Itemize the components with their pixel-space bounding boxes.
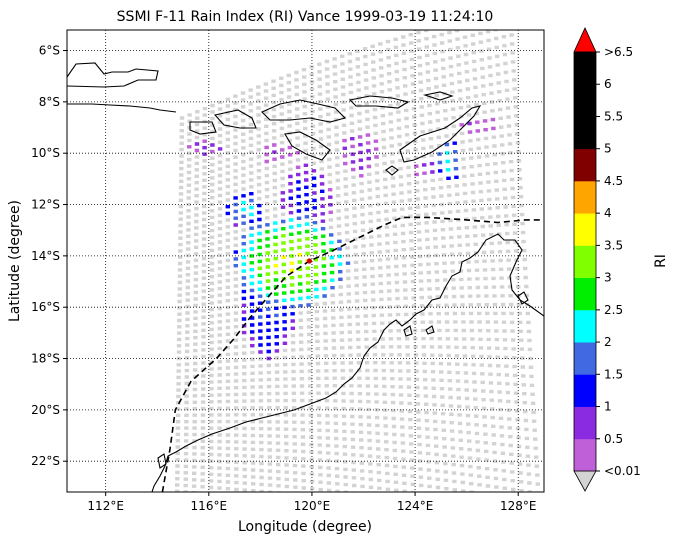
coastline-island-small-3 — [157, 453, 167, 469]
x-axis-ticks: 112°E 116°E 120°E 124°E 128°E — [87, 492, 536, 513]
x-tick-label: 124°E — [397, 499, 434, 513]
colorbar-segment — [574, 342, 596, 375]
y-axis-label: Latitude (degree) — [7, 200, 23, 322]
coastline-borneo-tip — [67, 98, 177, 113]
y-tick-label: 20°S — [31, 403, 60, 417]
colorbar-tick-label: 2.5 — [604, 303, 623, 317]
colorbar-segment — [574, 309, 596, 343]
coastline-sumba — [284, 131, 331, 161]
y-axis-ticks: 6°S 8°S 10°S 12°S 14°S 16°S 18°S 20°S 22°S — [31, 44, 67, 468]
coastline-alor — [348, 95, 410, 109]
x-tick-label: 120°E — [294, 499, 331, 513]
colorbar-segment — [574, 52, 596, 85]
rain-layer — [187, 117, 496, 361]
coastline-wetar — [422, 91, 454, 101]
colorbar-tick-label: 5 — [604, 142, 612, 156]
y-tick-label: 10°S — [31, 146, 60, 160]
colorbar-tick-label: 3.5 — [604, 238, 623, 252]
swath-layer — [175, 30, 541, 492]
y-tick-label: 8°S — [39, 95, 60, 109]
colorbar-segment — [574, 438, 596, 472]
map-title: SSMI F-11 Rain Index (RI) Vance 1999-03-… — [117, 9, 494, 25]
colorbar-tick-label: 6 — [604, 77, 612, 91]
colorbar-segment — [574, 213, 596, 246]
colorbar-segment — [574, 148, 596, 182]
coastline-island-small-2 — [403, 325, 413, 337]
y-tick-label: 16°S — [31, 300, 60, 314]
coastline-roti — [385, 165, 399, 176]
coastline-sumbawa — [213, 109, 257, 129]
colorbar-tick-label: 1 — [604, 400, 612, 414]
colorbar-segment — [574, 116, 596, 150]
colorbar-tick-label: >6.5 — [604, 45, 633, 59]
y-tick-label: 18°S — [31, 352, 60, 366]
map-plot-area — [66, 29, 545, 493]
y-tick-label: 6°S — [39, 44, 60, 58]
colorbar-tick-label: 0.5 — [604, 432, 623, 446]
x-tick-label: 112°E — [87, 499, 124, 513]
x-tick-label: 128°E — [500, 499, 537, 513]
x-tick-label: 116°E — [191, 499, 228, 513]
colorbar-tick-label: <0.01 — [604, 464, 641, 478]
colorbar: <0.01 0.5 1 1.5 2 2.5 3 3.5 4 4.5 5 5.5 6 >6.5 — [573, 27, 641, 492]
colorbar-label: RI — [653, 254, 669, 268]
coastline-lombok — [189, 121, 217, 135]
colorbar-segment — [574, 245, 596, 279]
colorbar-under-arrow — [573, 470, 597, 492]
grid-layer — [67, 30, 544, 492]
storm-center-marker — [306, 258, 312, 264]
colorbar-segment — [574, 84, 596, 117]
colorbar-segment — [574, 180, 596, 214]
coastline-layer — [67, 62, 544, 492]
coastline-timor — [399, 105, 482, 163]
y-tick-label: 14°S — [31, 249, 60, 263]
coastline-island-small-4 — [517, 291, 529, 305]
colorbar-tick-label: 4.5 — [604, 174, 623, 188]
colorbar-tick-label: 2 — [604, 335, 612, 349]
coastline-java — [67, 62, 159, 88]
coastline-island-small-1 — [425, 325, 435, 335]
rain-pixels-bin-6 — [257, 234, 326, 287]
colorbar-tick-label: 5.5 — [604, 109, 623, 123]
map-frame — [66, 29, 545, 493]
x-axis-label: Longitude (degree) — [238, 519, 372, 535]
coastline-australia — [151, 233, 544, 492]
colorbar-segment — [574, 406, 596, 440]
coastline-flores — [261, 99, 347, 123]
y-tick-label: 12°S — [31, 198, 60, 212]
colorbar-segment — [574, 374, 596, 407]
colorbar-tick-label: 3 — [604, 271, 612, 285]
colorbar-tick-label: 4 — [604, 206, 612, 220]
y-tick-label: 22°S — [31, 454, 60, 468]
colorbar-tick-label: 1.5 — [604, 367, 623, 381]
colorbar-over-arrow — [573, 27, 597, 53]
swath-pixels — [175, 30, 541, 492]
colorbar-frame — [573, 51, 597, 472]
colorbar-segment — [574, 277, 596, 311]
rain-pixels-bin-7 — [273, 253, 310, 273]
